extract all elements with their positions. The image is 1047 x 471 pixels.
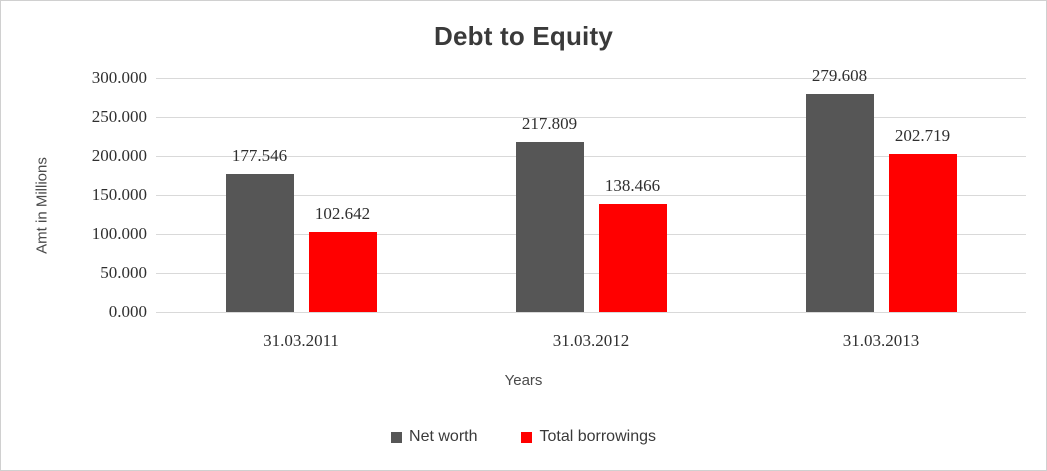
y-axis-tick-label: 100.000 bbox=[91, 224, 147, 243]
gridline bbox=[156, 273, 1026, 274]
y-axis-title: Amt in Millions bbox=[33, 157, 51, 254]
y-axis-tick-label: 200.000 bbox=[91, 146, 147, 165]
legend-swatch-icon bbox=[391, 431, 403, 443]
y-axis-tick-labels: 300.000 250.000 200.000 150.000 100.000 50.00… bbox=[61, 1, 147, 470]
legend-item-net-worth[interactable]: Net worth bbox=[391, 428, 477, 446]
x-axis-tick-label: 31.03.2013 bbox=[842, 331, 920, 350]
chart-legend: Net worth Total borrowings bbox=[1, 428, 1046, 446]
x-axis-tick-label: 31.03.2012 bbox=[552, 331, 630, 350]
bar-data-label: 177.546 bbox=[231, 145, 288, 165]
bar-data-label: 202.719 bbox=[894, 125, 951, 145]
bar-31.03.2013-net-worth[interactable] bbox=[805, 93, 874, 312]
bar-data-label: 138.466 bbox=[604, 175, 661, 195]
gridline bbox=[156, 117, 1026, 118]
bar-31.03.2011-total-borrowings[interactable] bbox=[308, 231, 377, 312]
y-axis-tick-label: 150.000 bbox=[91, 185, 147, 204]
y-axis-tick-label: 0.000 bbox=[108, 302, 147, 321]
bar-31.03.2013-total-borrowings[interactable] bbox=[888, 153, 957, 312]
gridline bbox=[156, 78, 1026, 79]
gridline bbox=[156, 234, 1026, 235]
bar-data-label: 217.809 bbox=[521, 114, 578, 134]
bar-31.03.2012-net-worth[interactable] bbox=[515, 142, 584, 312]
x-axis-tick-label: 31.03.2011 bbox=[263, 331, 339, 350]
y-axis-tick-label: 50.000 bbox=[100, 263, 147, 282]
chart-title: Debt to Equity bbox=[433, 21, 613, 51]
bar-data-label: 279.608 bbox=[811, 65, 868, 85]
legend-label: Net worth bbox=[409, 428, 478, 445]
gridline bbox=[156, 195, 1026, 196]
plot-area bbox=[156, 78, 1026, 312]
legend-label: Total borrowings bbox=[539, 428, 656, 445]
y-axis-tick-label: 300.000 bbox=[91, 68, 147, 87]
axis-baseline bbox=[156, 312, 1026, 313]
legend-item-total-borrowings[interactable]: Total borrowings bbox=[521, 428, 656, 446]
legend-swatch-icon bbox=[521, 431, 533, 443]
bar-data-label: 102.642 bbox=[314, 203, 371, 223]
y-axis-tick-label: 250.000 bbox=[91, 107, 147, 126]
bar-31.03.2012-total-borrowings[interactable] bbox=[598, 204, 667, 312]
gridline bbox=[156, 156, 1026, 157]
bar-31.03.2011-net-worth[interactable] bbox=[225, 173, 294, 312]
x-axis-title: Years bbox=[504, 372, 543, 389]
